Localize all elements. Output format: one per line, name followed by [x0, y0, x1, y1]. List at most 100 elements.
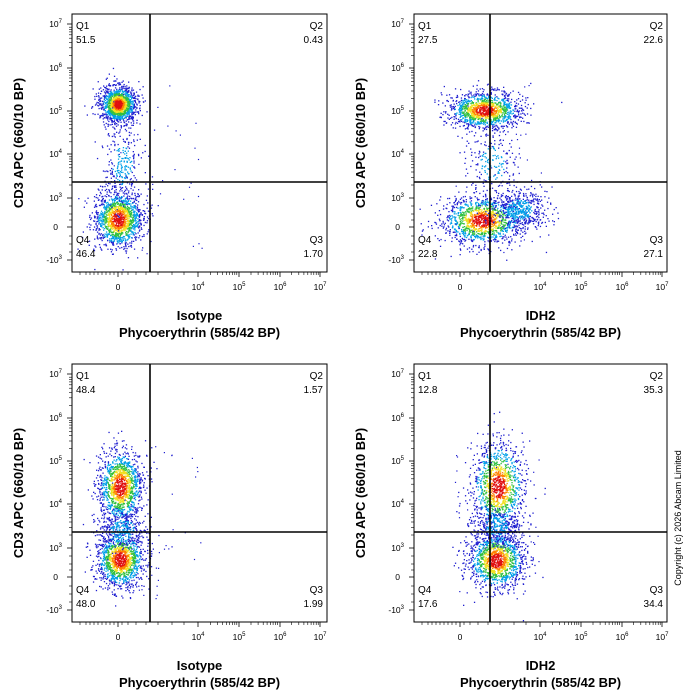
x-tick-label: 107: [656, 282, 669, 292]
quadrant-percentage: 35.3: [644, 385, 664, 396]
y-tick-label: 104: [49, 149, 62, 159]
x-axis-label-channel: Phycoerythrin (585/42 BP): [119, 325, 280, 340]
x-tick-label: 105: [575, 632, 588, 642]
quadrant-name: Q3: [310, 235, 324, 246]
event-dots: [77, 67, 203, 271]
y-tick-label: 0: [53, 572, 58, 582]
x-tick-label: 104: [192, 632, 205, 642]
x-tick-label: 104: [534, 282, 547, 292]
y-axis-label: CD3 APC (660/10 BP): [353, 428, 368, 558]
x-axis-label-channel: Phycoerythrin (585/42 BP): [460, 675, 621, 690]
quadrant-name: Q1: [418, 371, 432, 382]
x-tick-label: 105: [575, 282, 588, 292]
x-axis-label-channel: Phycoerythrin (585/42 BP): [119, 675, 280, 690]
quadrant-percentage: 34.4: [644, 599, 664, 610]
y-tick-label: 105: [391, 106, 404, 116]
quadrant-percentage: 1.57: [304, 385, 324, 396]
x-tick-label: 106: [616, 282, 629, 292]
y-tick-label: 103: [49, 193, 62, 203]
y-tick-label: 103: [391, 193, 404, 203]
x-axis-ticks: 0 104 105 106 107: [79, 622, 327, 642]
y-axis-label: CD3 APC (660/10 BP): [11, 428, 26, 558]
quadrant-name: Q2: [650, 371, 664, 382]
quadrant-percentage: 1.70: [304, 249, 324, 260]
quadrant-name: Q4: [418, 585, 432, 596]
y-tick-label: 103: [49, 543, 62, 553]
x-tick-label: 0: [116, 632, 121, 642]
x-axis-ticks: 0 104 105 106 107: [421, 622, 669, 642]
x-tick-label: 104: [192, 282, 205, 292]
x-tick-label: 106: [274, 632, 287, 642]
quadrant-name: Q2: [310, 21, 324, 32]
y-tick-label: 104: [391, 149, 404, 159]
quadrant-name: Q1: [76, 21, 90, 32]
quadrant-percentage: 0.43: [304, 35, 324, 46]
quadrant-percentage: 46.4: [76, 249, 96, 260]
x-tick-label: 0: [116, 282, 121, 292]
x-axis-label-marker: IDH2: [526, 658, 556, 673]
y-tick-label: 105: [49, 106, 62, 116]
y-tick-label: 106: [49, 63, 62, 73]
quadrant-percentage: 22.6: [644, 35, 664, 46]
y-tick-label: 104: [49, 499, 62, 509]
quadrant-percentage: 48.4: [76, 385, 96, 396]
quadrant-name: Q1: [76, 371, 90, 382]
x-tick-label: 107: [314, 632, 327, 642]
quadrant-name: Q4: [418, 235, 432, 246]
quadrant-percentage: 12.8: [418, 385, 438, 396]
plot-frame: [71, 13, 328, 273]
quadrant-percentage: 1.99: [304, 599, 324, 610]
x-axis-label-marker: Isotype: [177, 308, 223, 323]
y-tick-label: -103: [388, 605, 404, 615]
quadrant-name: Q4: [76, 235, 90, 246]
plot-frame: [413, 363, 668, 623]
quadrant-name: Q3: [650, 235, 664, 246]
y-axis-ticks: -103 0 103 104 105 106 107: [388, 19, 414, 265]
quadrant-percentage: 27.1: [644, 249, 664, 260]
y-tick-label: 106: [391, 63, 404, 73]
quadrant-percentage: 27.5: [418, 35, 438, 46]
y-tick-label: 107: [49, 19, 62, 29]
event-dots: [419, 80, 563, 261]
y-tick-label: 105: [391, 456, 404, 466]
x-tick-label: 107: [656, 632, 669, 642]
x-tick-label: 106: [616, 632, 629, 642]
x-axis-ticks: 0 104 105 106 107: [79, 272, 327, 292]
x-tick-label: 105: [233, 282, 246, 292]
y-tick-label: -103: [388, 255, 404, 265]
x-axis-label-marker: Isotype: [177, 658, 223, 673]
quadrant-name: Q4: [76, 585, 90, 596]
copyright-text: Copyright (c) 2026 Abcam Limited: [673, 450, 683, 586]
quadrant-name: Q3: [650, 585, 664, 596]
x-tick-label: 0: [458, 632, 463, 642]
x-axis-label-channel: Phycoerythrin (585/42 BP): [460, 325, 621, 340]
quadrant-name: Q1: [418, 21, 432, 32]
quadrant-percentage: 17.6: [418, 599, 438, 610]
quadrant-name: Q3: [310, 585, 324, 596]
x-axis-label-marker: IDH2: [526, 308, 556, 323]
y-tick-label: 0: [395, 572, 400, 582]
x-axis-ticks: 0 104 105 106 107: [421, 272, 669, 292]
y-tick-label: 0: [395, 222, 400, 232]
y-axis-label: CD3 APC (660/10 BP): [11, 78, 26, 208]
quadrant-name: Q2: [310, 371, 324, 382]
event-dots: [82, 430, 202, 607]
x-tick-label: 106: [274, 282, 287, 292]
y-tick-label: 105: [49, 456, 62, 466]
y-axis-ticks: -103 0 103 104 105 106 107: [388, 369, 414, 615]
y-tick-label: 107: [391, 19, 404, 29]
y-tick-label: 106: [391, 413, 404, 423]
x-tick-label: 105: [233, 632, 246, 642]
y-axis-label: CD3 APC (660/10 BP): [353, 78, 368, 208]
x-tick-label: 107: [314, 282, 327, 292]
y-tick-label: 104: [391, 499, 404, 509]
quadrant-name: Q2: [650, 21, 664, 32]
y-tick-label: 107: [391, 369, 404, 379]
y-tick-label: 103: [391, 543, 404, 553]
x-tick-label: 104: [534, 632, 547, 642]
